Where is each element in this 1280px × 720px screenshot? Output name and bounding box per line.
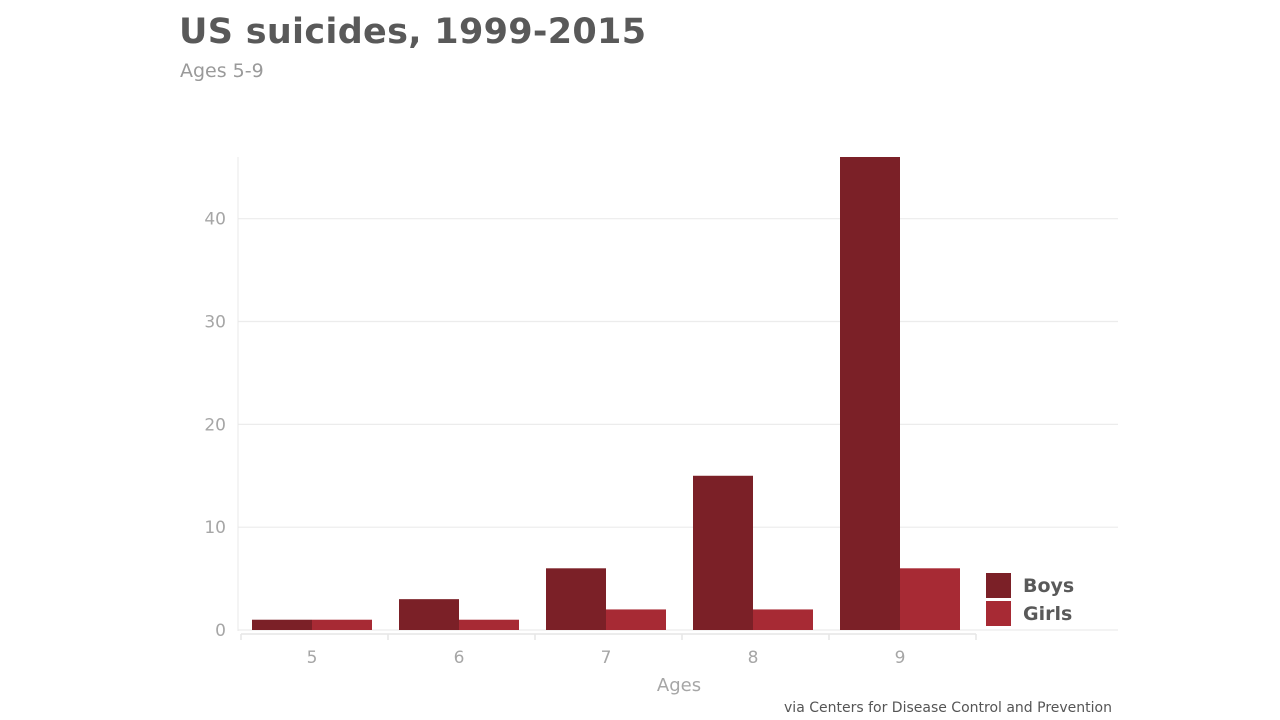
y-tick-label: 20 [204, 415, 226, 435]
legend-swatch-girls [986, 601, 1011, 626]
y-tick-label: 0 [215, 621, 226, 641]
y-tick-label: 40 [204, 210, 226, 230]
legend-label-girls: Girls [1023, 603, 1072, 625]
grid-lines [238, 218, 1118, 631]
bar-girls-5 [312, 619, 372, 630]
bar-boys-5 [252, 619, 312, 630]
x-axis: 5 6 7 8 9 [240, 633, 977, 668]
bars [252, 157, 960, 630]
x-tick-label: 9 [895, 648, 906, 668]
bar-boys-8 [693, 475, 753, 630]
x-tick-label: 7 [601, 648, 612, 668]
bar-girls-7 [606, 609, 666, 630]
source-note: via Centers for Disease Control and Prev… [784, 700, 1112, 716]
legend-swatch-boys [986, 573, 1011, 598]
y-tick-label: 10 [204, 518, 226, 538]
y-axis: 0 10 20 30 40 [204, 157, 239, 641]
bar-girls-9 [900, 568, 960, 630]
x-tick-label: 8 [748, 648, 759, 668]
chart-title: US suicides, 1999-2015 [179, 12, 647, 52]
y-tick-label: 30 [204, 313, 226, 333]
bar-boys-7 [546, 568, 606, 630]
legend: Boys Girls [986, 573, 1074, 626]
bar-girls-6 [459, 619, 519, 630]
bar-girls-8 [753, 609, 813, 630]
chart-subtitle: Ages 5-9 [180, 60, 264, 82]
bar-boys-6 [399, 599, 459, 630]
x-axis-label: Ages [657, 675, 701, 696]
bar-boys-9 [840, 157, 900, 630]
x-tick-label: 6 [454, 648, 465, 668]
legend-label-boys: Boys [1023, 575, 1074, 597]
x-tick-label: 5 [307, 648, 318, 668]
